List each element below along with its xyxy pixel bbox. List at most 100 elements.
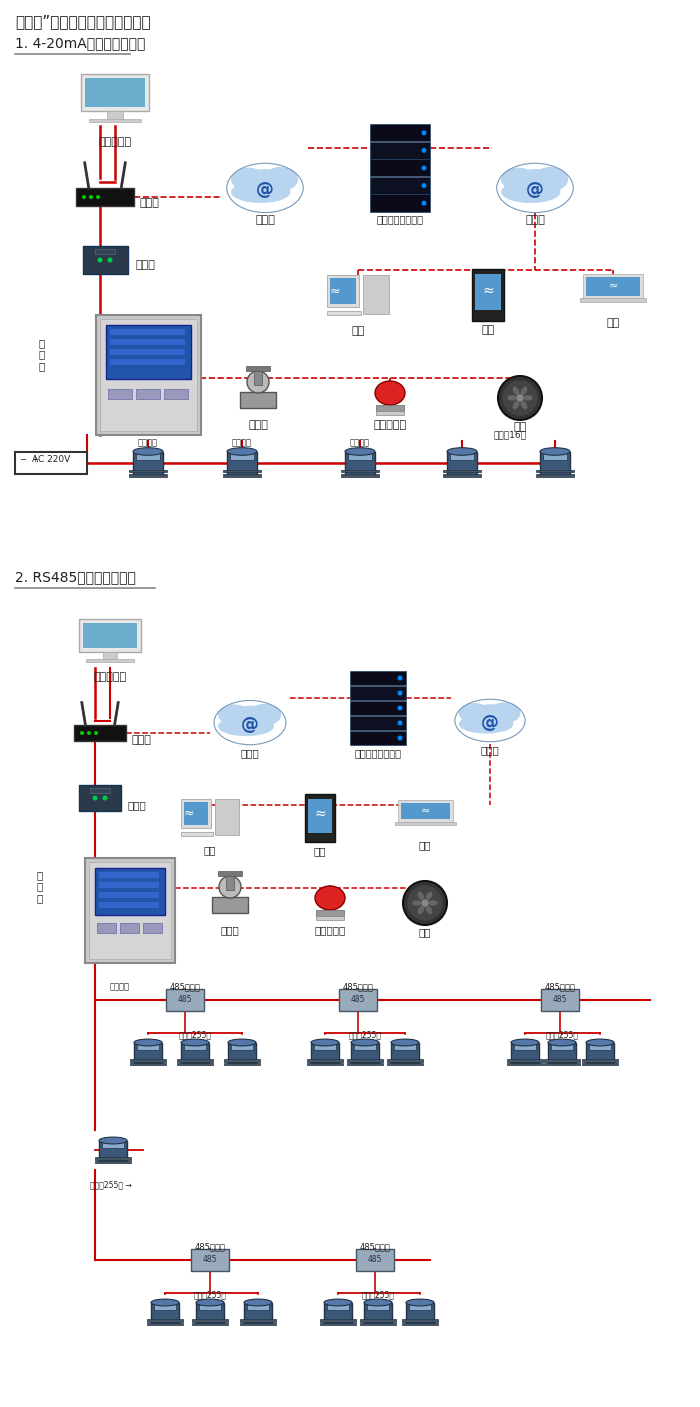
Bar	[99, 871, 159, 878]
Bar	[224, 1059, 260, 1061]
Text: @: @	[526, 182, 544, 198]
Bar	[212, 898, 248, 913]
Circle shape	[398, 691, 402, 695]
Ellipse shape	[406, 1299, 434, 1306]
Bar	[228, 1043, 256, 1064]
Bar	[76, 189, 134, 205]
Bar	[586, 1043, 614, 1064]
Bar	[351, 1043, 379, 1064]
Bar	[586, 277, 640, 295]
Circle shape	[407, 885, 443, 922]
Ellipse shape	[311, 1040, 339, 1045]
Bar	[83, 246, 127, 274]
Text: 信号输出: 信号输出	[138, 438, 158, 447]
Bar	[511, 1043, 539, 1064]
Text: 互联网: 互联网	[241, 749, 260, 758]
Bar	[136, 453, 160, 460]
Bar	[196, 1303, 224, 1324]
Circle shape	[97, 257, 102, 263]
Bar	[218, 871, 242, 877]
Bar	[154, 1304, 176, 1310]
Bar	[341, 474, 379, 477]
Ellipse shape	[586, 1040, 614, 1045]
Bar	[582, 1059, 618, 1061]
Text: 机气猫”系列带显示固定式检测仪: 机气猫”系列带显示固定式检测仪	[15, 14, 150, 30]
Bar	[387, 1059, 423, 1061]
Bar	[507, 1062, 543, 1065]
Ellipse shape	[512, 169, 559, 201]
Bar	[129, 474, 167, 477]
Bar	[370, 142, 430, 159]
Bar	[320, 1318, 356, 1321]
Text: 电脑: 电脑	[204, 846, 216, 855]
Circle shape	[92, 795, 97, 801]
Bar	[192, 1318, 228, 1321]
Ellipse shape	[228, 1040, 256, 1045]
Bar	[74, 725, 126, 741]
Text: 485中继器: 485中继器	[360, 1242, 391, 1251]
Bar	[85, 77, 145, 107]
Bar	[536, 474, 574, 477]
Bar	[370, 159, 430, 176]
Bar	[184, 802, 208, 826]
Bar	[327, 274, 359, 307]
Ellipse shape	[523, 395, 533, 401]
Bar	[580, 298, 646, 303]
Circle shape	[403, 881, 447, 924]
Bar	[99, 882, 159, 888]
Bar	[108, 390, 132, 400]
Bar	[254, 370, 262, 386]
Circle shape	[398, 705, 402, 711]
Bar	[181, 832, 213, 836]
Bar	[109, 329, 185, 335]
Text: 安哈尔网络服务器: 安哈尔网络服务器	[354, 749, 402, 758]
Text: ≈: ≈	[330, 284, 340, 298]
Bar	[395, 822, 456, 826]
Bar	[540, 452, 570, 474]
Bar	[134, 1043, 162, 1064]
Ellipse shape	[512, 387, 519, 395]
Circle shape	[398, 720, 402, 726]
Ellipse shape	[241, 169, 288, 201]
Bar	[130, 1059, 166, 1061]
Bar	[95, 315, 200, 435]
Bar	[215, 799, 239, 834]
Bar	[147, 1323, 183, 1325]
Bar	[589, 1044, 611, 1051]
Bar	[227, 452, 257, 474]
Circle shape	[421, 166, 426, 170]
Bar	[307, 1062, 343, 1065]
Circle shape	[82, 196, 86, 198]
Bar	[223, 470, 261, 473]
Bar	[129, 470, 167, 473]
Text: ≈: ≈	[482, 284, 493, 298]
Bar	[177, 1059, 213, 1061]
Bar	[244, 1303, 272, 1324]
Bar	[347, 1062, 383, 1065]
Bar	[166, 989, 204, 1012]
Circle shape	[80, 732, 84, 734]
Ellipse shape	[196, 1299, 224, 1306]
Text: 风机: 风机	[419, 927, 431, 937]
Circle shape	[421, 201, 426, 205]
Bar	[536, 470, 574, 473]
Circle shape	[102, 795, 108, 801]
Bar	[151, 1303, 179, 1324]
Bar	[350, 685, 406, 701]
Bar	[402, 1318, 438, 1321]
Bar	[394, 1044, 416, 1051]
Ellipse shape	[324, 1299, 352, 1306]
Bar	[99, 1141, 127, 1161]
Bar	[376, 411, 404, 415]
Text: 可连接255台: 可连接255台	[545, 1030, 578, 1038]
Bar	[307, 1059, 343, 1061]
Text: 互联网: 互联网	[525, 215, 545, 225]
Ellipse shape	[227, 447, 257, 456]
Bar	[81, 75, 149, 111]
Bar	[409, 1304, 431, 1310]
Bar	[85, 857, 175, 962]
Bar	[406, 1303, 434, 1324]
Bar	[450, 453, 474, 460]
Text: ≈: ≈	[420, 806, 430, 816]
Bar	[109, 359, 185, 364]
